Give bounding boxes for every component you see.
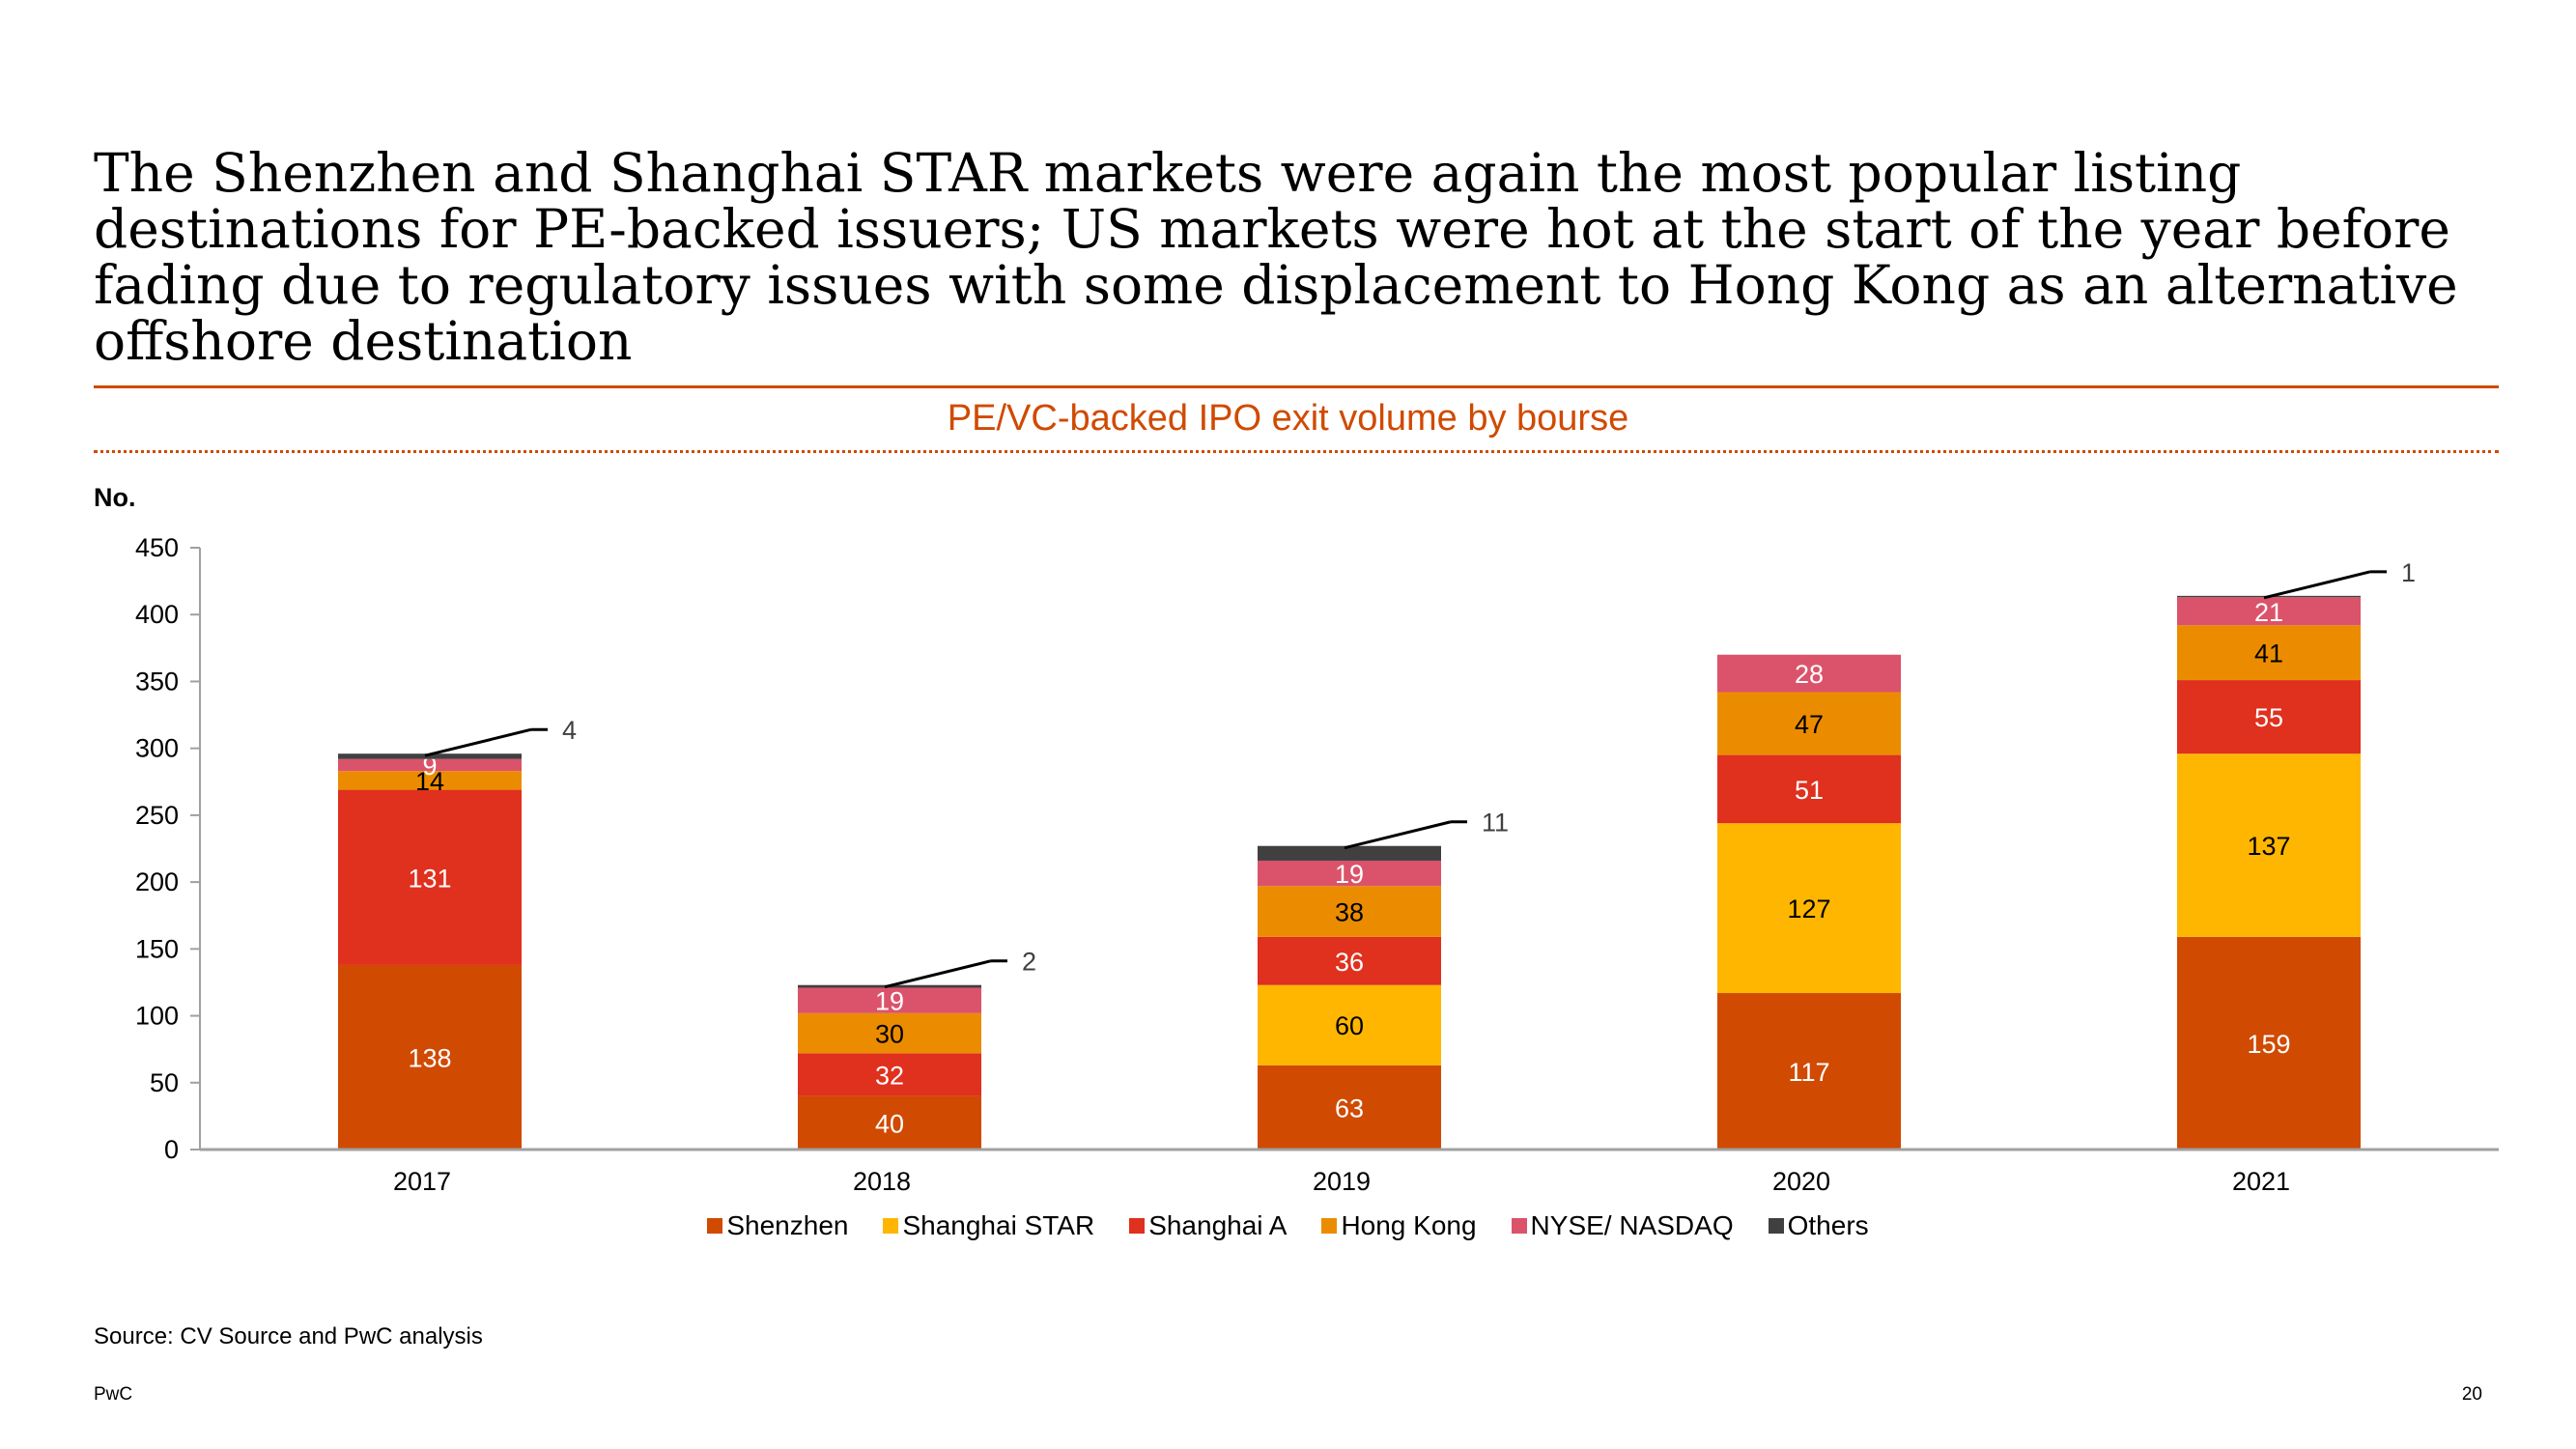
bar-segment-shanghai-a-2017 bbox=[338, 789, 522, 965]
y-tick-label: 350 bbox=[135, 667, 179, 696]
data-label: 60 bbox=[1335, 1011, 1364, 1040]
bar-segment-shanghai-star-2021 bbox=[2177, 753, 2361, 937]
data-label: 63 bbox=[1335, 1094, 1364, 1122]
title-divider bbox=[94, 385, 2499, 388]
legend-swatch bbox=[1768, 1218, 1784, 1234]
page-number: 20 bbox=[2461, 1384, 2482, 1405]
y-tick-label: 400 bbox=[135, 600, 179, 629]
data-label: 30 bbox=[875, 1020, 904, 1049]
data-label: 28 bbox=[1795, 660, 1824, 689]
chart-title: PE/VC-backed IPO exit volume by bourse bbox=[947, 398, 1629, 439]
bar-segment-shenzhen-2020 bbox=[1717, 993, 1901, 1150]
legend-item: Shenzhen bbox=[707, 1210, 848, 1241]
data-label: 21 bbox=[2254, 598, 2283, 627]
bar-segment-hong-kong-2019 bbox=[1258, 886, 1441, 937]
data-label: 14 bbox=[415, 767, 444, 796]
bar-segment-shenzhen-2017 bbox=[338, 964, 522, 1150]
stacked-bar-chart: 0501001502002503003504004501381311494201… bbox=[135, 533, 2499, 1196]
legend-swatch bbox=[1129, 1218, 1146, 1234]
chart-legend: Shenzhen Shanghai STAR Shanghai A Hong Kong… bbox=[0, 1210, 2576, 1241]
bar-segment-shanghai-a-2021 bbox=[2177, 680, 2361, 754]
bar-segment-nyse-nasdaq-2018 bbox=[798, 987, 981, 1013]
bar-segment-nyse-nasdaq-2020 bbox=[1717, 654, 1901, 693]
y-tick-label: 200 bbox=[135, 867, 179, 896]
callout-leader bbox=[1344, 820, 1452, 850]
y-tick-label: 300 bbox=[135, 734, 179, 763]
data-label: 41 bbox=[2254, 639, 2283, 668]
bar-segment-hong-kong-2018 bbox=[798, 1012, 981, 1054]
legend-item: NYSE/ NASDAQ bbox=[1511, 1210, 1734, 1241]
legend-swatch bbox=[707, 1218, 723, 1234]
data-label: 131 bbox=[408, 864, 451, 893]
y-tick-label: 100 bbox=[135, 1002, 179, 1031]
bar-segment-shenzhen-2018 bbox=[798, 1095, 981, 1150]
y-tick-label: 50 bbox=[150, 1068, 179, 1097]
bar-segment-others-2017 bbox=[338, 753, 522, 759]
data-label: 38 bbox=[1335, 898, 1364, 927]
legend-item: Shanghai STAR bbox=[883, 1210, 1094, 1241]
callout-leader bbox=[424, 727, 532, 757]
callout-label: 4 bbox=[562, 716, 577, 745]
bar-segment-hong-kong-2017 bbox=[338, 771, 522, 790]
legend-swatch bbox=[1511, 1218, 1527, 1234]
x-tick-label: 2021 bbox=[2232, 1167, 2290, 1196]
y-axis-unit: No. bbox=[94, 483, 136, 512]
data-label: 127 bbox=[1787, 895, 1830, 923]
source-note: Source: CV Source and PwC analysis bbox=[94, 1323, 483, 1350]
legend-item: Others bbox=[1768, 1210, 1869, 1241]
bar-segment-shanghai-a-2019 bbox=[1258, 936, 1441, 985]
legend-item: Hong Kong bbox=[1321, 1210, 1477, 1241]
callout-label: 1 bbox=[2401, 558, 2416, 587]
x-tick-label: 2017 bbox=[393, 1167, 451, 1196]
bar-segment-hong-kong-2020 bbox=[1717, 692, 1901, 755]
callout-leader bbox=[2263, 570, 2371, 600]
bar-segment-shanghai-star-2020 bbox=[1717, 823, 1901, 994]
legend-swatch bbox=[1321, 1218, 1338, 1234]
legend-label: Shanghai STAR bbox=[902, 1210, 1095, 1240]
legend-swatch bbox=[883, 1218, 899, 1234]
data-label: 137 bbox=[2247, 832, 2290, 861]
bar-segment-nyse-nasdaq-2021 bbox=[2177, 597, 2361, 626]
data-label: 40 bbox=[875, 1109, 904, 1138]
legend-label: Shanghai A bbox=[1148, 1210, 1288, 1240]
x-tick-label: 2020 bbox=[1772, 1167, 1830, 1196]
legend-item: Shanghai A bbox=[1129, 1210, 1287, 1241]
y-tick-label: 450 bbox=[135, 533, 179, 562]
bar-segment-shanghai-a-2020 bbox=[1717, 754, 1901, 824]
data-label: 138 bbox=[408, 1043, 451, 1072]
callout-label: 11 bbox=[1482, 809, 1509, 838]
bar-segment-shenzhen-2021 bbox=[2177, 936, 2361, 1150]
y-tick-label: 0 bbox=[164, 1135, 179, 1164]
brand-label: PwC bbox=[94, 1384, 133, 1405]
x-tick-label: 2018 bbox=[853, 1167, 911, 1196]
data-label: 159 bbox=[2247, 1030, 2290, 1059]
callout-label: 2 bbox=[1022, 948, 1036, 977]
legend-label: Shenzhen bbox=[726, 1210, 849, 1240]
bar-segment-shenzhen-2019 bbox=[1258, 1065, 1441, 1150]
data-label: 51 bbox=[1795, 776, 1824, 805]
data-label: 36 bbox=[1335, 948, 1364, 977]
callout-leader bbox=[884, 959, 992, 989]
bar-segment-nyse-nasdaq-2017 bbox=[338, 758, 522, 772]
bar-segment-hong-kong-2021 bbox=[2177, 625, 2361, 681]
x-tick-label: 2019 bbox=[1313, 1167, 1371, 1196]
legend-label: Others bbox=[1787, 1210, 1869, 1240]
data-label: 19 bbox=[875, 987, 904, 1016]
data-label: 32 bbox=[875, 1061, 904, 1090]
y-tick-label: 250 bbox=[135, 801, 179, 830]
legend-label: Hong Kong bbox=[1341, 1210, 1477, 1240]
bar-segment-others-2019 bbox=[1258, 845, 1441, 861]
bar-segment-shanghai-star-2019 bbox=[1258, 984, 1441, 1065]
bar-segment-nyse-nasdaq-2019 bbox=[1258, 860, 1441, 887]
data-label: 47 bbox=[1795, 710, 1824, 739]
data-label: 117 bbox=[1788, 1058, 1829, 1087]
y-tick-label: 150 bbox=[135, 934, 179, 963]
data-label: 19 bbox=[1335, 860, 1364, 889]
legend-label: NYSE/ NASDAQ bbox=[1530, 1210, 1734, 1240]
data-label: 55 bbox=[2254, 703, 2283, 732]
headline: The Shenzhen and Shanghai STAR markets w… bbox=[94, 142, 2458, 372]
title-dotted-divider bbox=[94, 450, 2499, 453]
bar-segment-shanghai-a-2018 bbox=[798, 1053, 981, 1096]
